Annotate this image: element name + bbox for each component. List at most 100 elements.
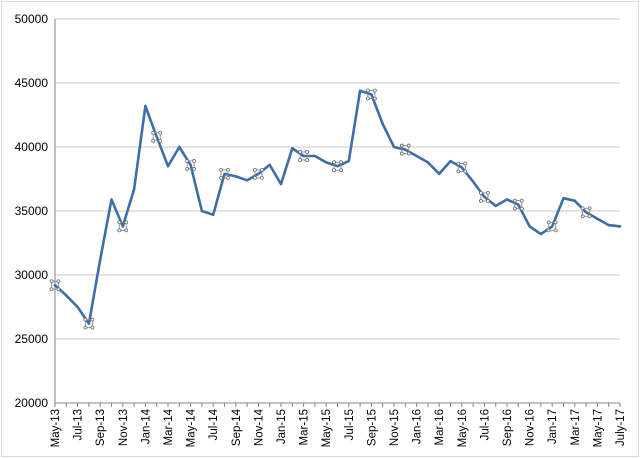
marker-handle: [252, 167, 257, 172]
point-marker: [478, 191, 490, 203]
x-tick-label: Jan-16: [412, 409, 424, 444]
series-line: [53, 89, 622, 325]
data-point: [494, 204, 497, 208]
marker-handle: [456, 161, 461, 166]
x-tick-label: Nov-15: [389, 409, 401, 446]
data-point: [245, 179, 249, 182]
marker-box: [152, 132, 161, 142]
y-tick-label: 50000: [15, 12, 49, 26]
marker-handle: [151, 130, 156, 135]
data-point: [313, 154, 317, 158]
marker-handle: [226, 167, 230, 172]
data-point: [76, 305, 79, 309]
x-tick-label: Jul-15: [344, 409, 356, 440]
marker-handle: [406, 151, 411, 156]
data-point: [426, 161, 430, 164]
data-point: [562, 197, 565, 200]
marker-handle: [158, 130, 163, 135]
marker-box: [582, 207, 591, 217]
marker-handle: [117, 228, 122, 233]
marker-handle: [339, 160, 343, 165]
x-tick-label: Jul-14: [208, 408, 220, 440]
marker-handle: [117, 220, 122, 225]
data-point: [573, 199, 576, 202]
data-point: [596, 217, 599, 220]
marker-handle: [580, 206, 585, 211]
y-tick-label: 25000: [15, 332, 49, 346]
point-marker: [252, 167, 264, 180]
marker-handle: [49, 287, 54, 292]
x-tick-label: Sep-15: [366, 409, 378, 446]
data-point: [449, 159, 452, 163]
marker-handle: [305, 158, 310, 162]
y-tick-label: 40000: [15, 140, 49, 154]
marker-handle: [512, 198, 517, 203]
point-marker: [83, 317, 95, 330]
x-tick-label: May-14: [186, 408, 198, 447]
marker-box: [401, 145, 410, 155]
data-point: [404, 148, 407, 151]
point-marker: [49, 279, 61, 292]
x-tick-label: July-17: [615, 409, 627, 446]
x-tick-label: Sep-13: [95, 409, 107, 446]
x-tick-label: Jul-13: [73, 409, 85, 440]
x-tick-label: Sep-16: [502, 409, 514, 446]
x-tick-label: Jul-16: [479, 409, 491, 440]
x-tick-label: Jan-15: [276, 409, 288, 444]
y-tick-label: 45000: [15, 76, 49, 90]
marker-handle: [456, 169, 461, 174]
marker-box: [186, 160, 195, 170]
point-marker: [512, 198, 524, 211]
x-tick-label: Nov-14: [253, 408, 265, 446]
marker-box: [51, 280, 59, 290]
x-tick-label: Mar-15: [299, 409, 311, 445]
x-tick-label: Jan-14: [140, 408, 152, 444]
marker-handle: [56, 279, 61, 284]
data-point: [392, 145, 396, 149]
data-point: [291, 147, 294, 150]
marker-handle: [226, 175, 230, 180]
marker-handle: [485, 199, 490, 203]
point-marker: [546, 220, 558, 233]
marker-box: [254, 169, 263, 179]
point-marker: [185, 159, 197, 171]
x-tick-label: Nov-16: [525, 409, 537, 446]
data-point: [358, 89, 362, 92]
x-tick-label: May-17: [592, 409, 604, 447]
point-marker: [456, 161, 468, 174]
x-tick-label: May-16: [457, 409, 469, 447]
marker-box: [548, 221, 557, 231]
series-layer: [49, 88, 622, 330]
marker-handle: [372, 96, 377, 101]
marker-handle: [185, 159, 190, 163]
data-point: [483, 195, 486, 199]
data-point: [618, 225, 622, 228]
data-point: [370, 93, 373, 96]
data-point: [268, 163, 271, 167]
data-point: [279, 182, 283, 186]
marker-box: [84, 319, 93, 329]
data-point: [528, 225, 531, 228]
marker-handle: [49, 279, 54, 284]
data-point: [539, 232, 543, 236]
data-point: [551, 225, 554, 228]
marker-handle: [399, 143, 404, 148]
data-point: [460, 166, 463, 169]
marker-handle: [519, 206, 524, 211]
y-axis: 20000 25000 30000 35000 40000 45000 50000: [15, 12, 56, 410]
point-marker: [151, 130, 163, 143]
point-marker: [399, 143, 411, 156]
marker-handle: [259, 167, 264, 172]
marker-box: [457, 163, 466, 172]
marker-handle: [580, 214, 585, 219]
data-point: [53, 284, 57, 287]
point-marker: [298, 150, 310, 162]
marker-handle: [478, 191, 483, 195]
gridlines: [55, 18, 620, 404]
marker-handle: [553, 220, 558, 225]
marker-handle: [512, 206, 517, 211]
data-point: [325, 161, 328, 164]
data-point: [155, 135, 158, 138]
marker-handle: [252, 175, 257, 180]
